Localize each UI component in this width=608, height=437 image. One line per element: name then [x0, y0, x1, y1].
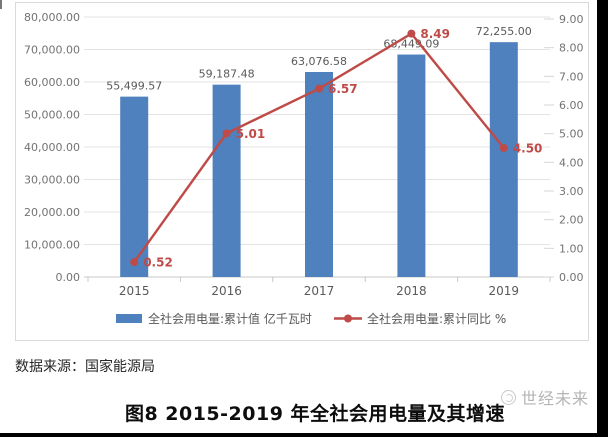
legend-bar-label: 全社会用电量:累计值 亿千瓦时: [148, 311, 312, 326]
left-axis-tick-label: 70,000.00: [24, 44, 80, 57]
right-axis-tick-label: 1.00: [559, 242, 584, 255]
watermark-text: 世经未来: [521, 389, 590, 408]
bar: [212, 84, 241, 278]
x-axis-label: 2016: [211, 284, 242, 298]
chart-panel: 0.00 10,000.00 20,000.00 30,000.00 40,000.00…: [15, 2, 589, 341]
x-axis-label: 2018: [396, 284, 427, 298]
data-point-label: 5.01: [236, 127, 266, 141]
right-axis-tick-label: 8.00: [559, 42, 584, 55]
bar-value-label: 59,187.48: [199, 68, 255, 81]
watermark-logo-icon: [501, 389, 516, 405]
left-axis-tick-label: 0.00: [56, 271, 81, 284]
scan-edge-bottom: [0, 433, 608, 437]
left-axis-tick-label: 10,000.00: [24, 239, 80, 252]
bar: [397, 54, 426, 277]
bar-value-label: 55,499.57: [106, 80, 162, 93]
right-axis-tick-label: 0.00: [559, 271, 584, 284]
bar-value-label: 72,255.00: [476, 25, 532, 38]
data-point-label: 4.50: [513, 142, 543, 156]
right-axis-tick-label: 2.00: [559, 214, 584, 227]
right-axis-tick-label: 6.00: [559, 99, 584, 112]
combo-chart: 0.00 10,000.00 20,000.00 30,000.00 40,000.00…: [24, 11, 584, 326]
data-point-label: 8.49: [420, 27, 450, 41]
x-axis-label: 2017: [304, 284, 335, 298]
scan-edge-right: [597, 0, 608, 437]
legend-line-label: 全社会用电量:累计同比 %: [367, 311, 506, 326]
left-axis-tick-label: 20,000.00: [24, 206, 80, 219]
data-point-marker: [315, 84, 323, 93]
watermark: 世经未来: [501, 385, 589, 409]
bar: [120, 96, 149, 277]
figure-caption: 图8 2015-2019 年全社会用电量及其增速: [124, 403, 506, 425]
legend-line-marker: [344, 314, 352, 323]
x-axis-label: 2019: [489, 284, 520, 298]
right-axis-tick-label: 9.00: [559, 13, 584, 26]
right-axis-tick-label: 3.00: [559, 185, 584, 198]
data-point-marker: [130, 258, 139, 267]
data-source-note: 数据来源：国家能源局: [15, 359, 155, 375]
x-axis-label: 2015: [119, 284, 150, 298]
data-point-marker: [407, 29, 416, 38]
left-axis-tick-label: 60,000.00: [24, 76, 80, 89]
right-axis-tick-label: 7.00: [559, 70, 584, 83]
left-axis-tick-label: 50,000.00: [24, 109, 80, 122]
left-axis-tick-label: 40,000.00: [24, 141, 80, 154]
right-axis-tick-label: 4.00: [559, 156, 584, 169]
page-edge-artifact: [0, 0, 2, 9]
data-point-label: 0.52: [143, 256, 173, 270]
left-axis-tick-label: 30,000.00: [24, 174, 80, 187]
data-point-marker: [222, 129, 231, 138]
legend-bar-swatch: [116, 314, 142, 323]
data-point-label: 6.57: [328, 82, 358, 96]
right-axis-tick-label: 5.00: [559, 128, 584, 141]
bar-value-label: 63,076.58: [291, 55, 347, 68]
bar: [489, 42, 518, 277]
left-axis-tick-label: 80,000.00: [24, 11, 80, 24]
bar: [305, 72, 333, 277]
data-point-marker: [499, 144, 508, 152]
